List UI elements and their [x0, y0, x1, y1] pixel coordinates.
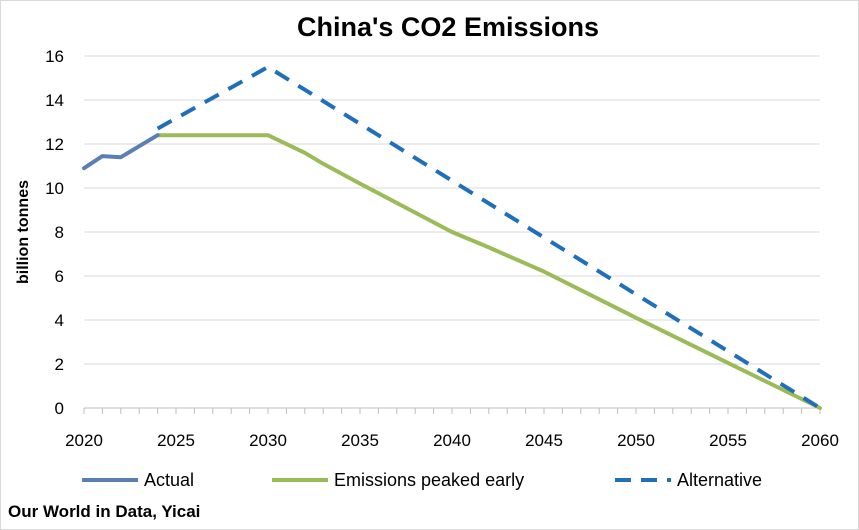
y-tick-label-6: 6: [55, 267, 64, 286]
series-line-emissions-peaked-early: [155, 133, 822, 410]
series-layer: [82, 65, 822, 410]
y-tick-labels: 0 2 4 6 8 10 12 14 16: [45, 47, 64, 418]
x-tick-label-2060: 2060: [801, 431, 839, 450]
y-tick-label-2: 2: [55, 355, 64, 374]
y-tick-label-4: 4: [55, 311, 64, 330]
gridlines: [84, 55, 820, 365]
x-tick-label-2020: 2020: [65, 431, 103, 450]
legend-label-actual: Actual: [144, 470, 194, 490]
y-tick-label-16: 16: [45, 47, 64, 66]
y-tick-label-0: 0: [55, 399, 64, 418]
x-tick-label-2030: 2030: [249, 431, 287, 450]
x-tick-label-2025: 2025: [157, 431, 195, 450]
series-line-alternative: [156, 65, 822, 410]
x-tick-label-2035: 2035: [341, 431, 379, 450]
x-tick-label-2055: 2055: [709, 431, 747, 450]
y-tick-label-14: 14: [45, 91, 64, 110]
legend-label-emissions-peaked-early: Emissions peaked early: [334, 470, 524, 490]
legend: Actual Emissions peaked early Alternative: [82, 470, 762, 490]
y-tick-label-10: 10: [45, 179, 64, 198]
y-tick-label-8: 8: [55, 223, 64, 242]
x-tick-label-2050: 2050: [617, 431, 655, 450]
legend-label-alternative: Alternative: [677, 470, 762, 490]
x-axis: 2020 2025 2030 2035 2040 2045 2050 2055 2060: [65, 407, 839, 450]
x-tick-label-2040: 2040: [433, 431, 471, 450]
y-axis-label: billion tonnes: [15, 180, 32, 284]
x-tick-label-2045: 2045: [525, 431, 563, 450]
series-line-actual: [82, 133, 160, 171]
y-tick-label-12: 12: [45, 135, 64, 154]
chart-title: China's CO2 Emissions: [297, 12, 599, 42]
source-credit: Our World in Data, Yicai: [8, 502, 200, 521]
